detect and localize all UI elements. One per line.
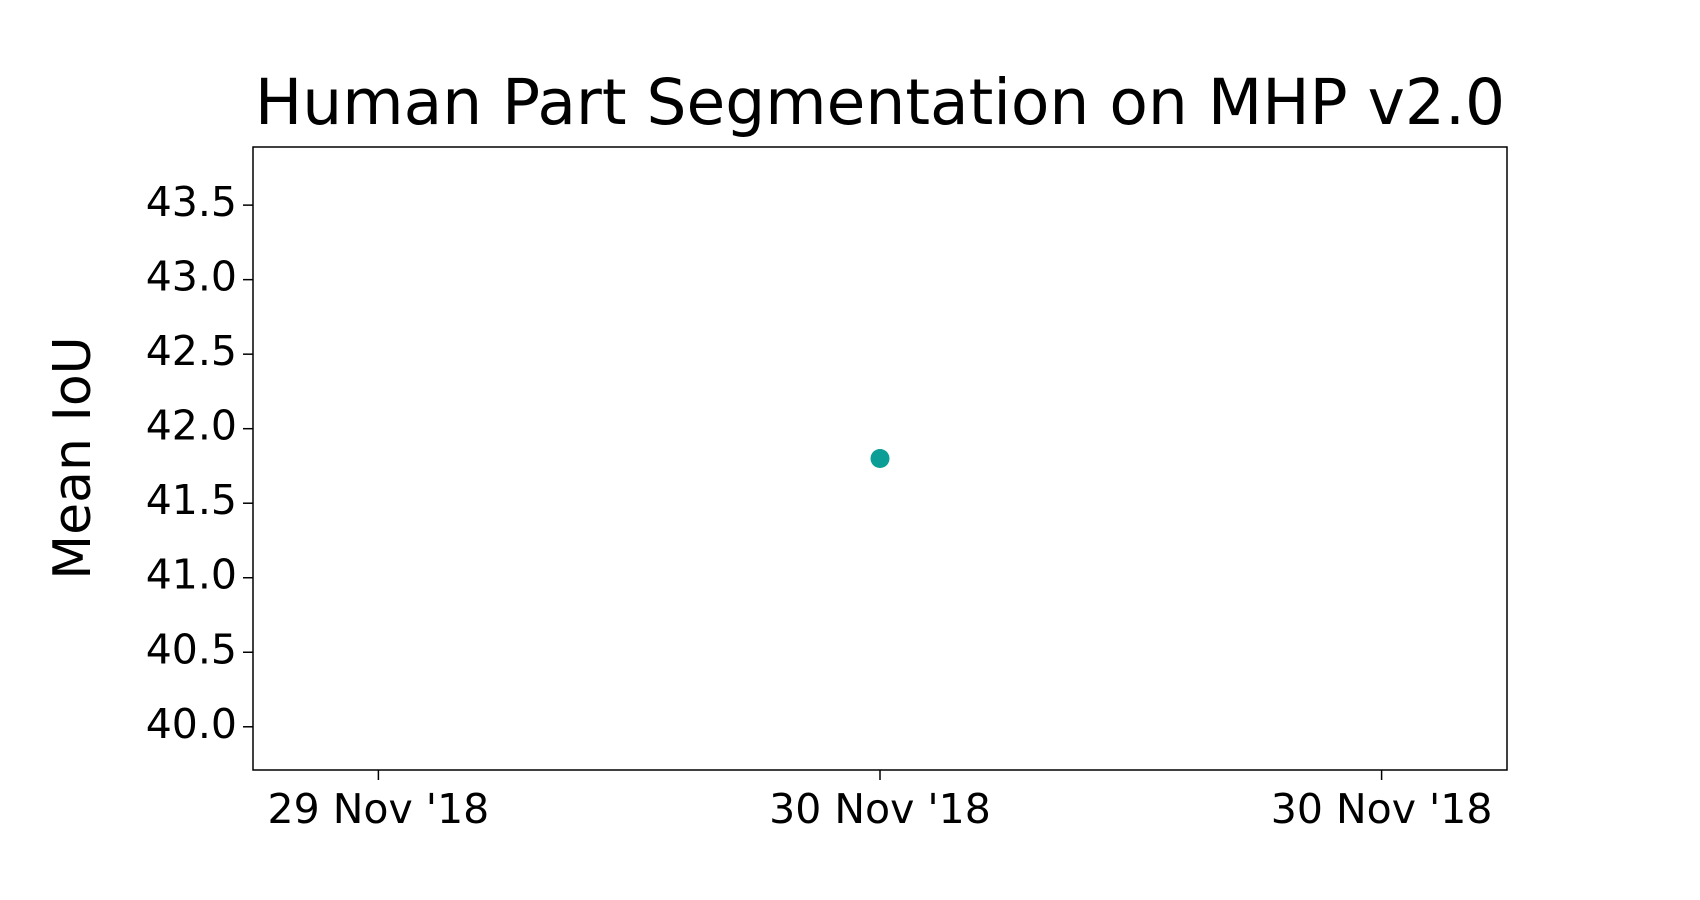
x-tick-label: 30 Nov '18 (1271, 785, 1493, 833)
y-axis-label: Mean IoU (43, 336, 103, 579)
y-tick-label: 40.5 (146, 625, 237, 673)
chart-title: Human Part Segmentation on MHP v2.0 (255, 66, 1505, 139)
y-tick-label: 42.0 (146, 402, 237, 450)
x-tick-label: 29 Nov '18 (268, 785, 490, 833)
y-tick-label: 43.5 (146, 178, 237, 226)
x-tick-label: 30 Nov '18 (769, 785, 991, 833)
data-point (870, 449, 890, 468)
y-tick-label: 41.0 (146, 551, 237, 599)
y-tick-label: 40.0 (146, 700, 237, 748)
y-tick-label: 42.5 (146, 327, 237, 375)
y-tick-label: 41.5 (146, 476, 237, 524)
y-tick-label: 43.0 (146, 253, 237, 301)
